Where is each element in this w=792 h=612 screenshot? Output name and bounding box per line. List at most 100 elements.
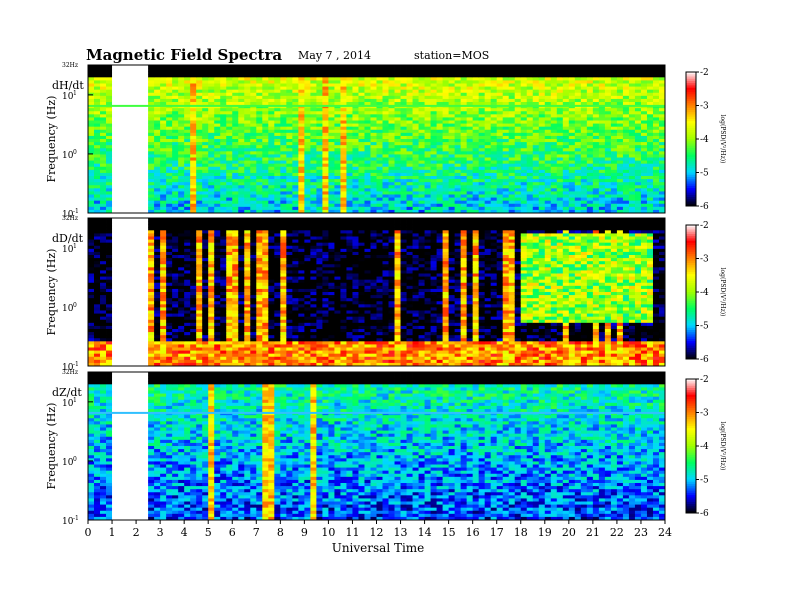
colorbar-cell xyxy=(686,466,696,469)
colorbar-cell xyxy=(686,161,696,165)
colorbar-cell xyxy=(686,347,696,351)
colorbar-cell xyxy=(686,118,696,122)
colorbar-cell xyxy=(686,475,696,478)
colorbar-tick-label: -3 xyxy=(700,255,709,265)
colorbar-cell xyxy=(686,274,696,277)
colorbar-cell xyxy=(686,457,696,460)
colorbar-cell xyxy=(686,190,696,194)
colorbar-cell xyxy=(686,233,696,237)
x-tick-label: 1 xyxy=(109,526,116,539)
y-tick-exponent: 1 xyxy=(73,397,77,404)
colorbar-cell xyxy=(686,321,696,324)
colorbar-cell xyxy=(686,174,696,178)
colorbar-cell xyxy=(686,143,696,147)
x-tick-label: 13 xyxy=(394,526,408,539)
colorbar-cell xyxy=(686,269,696,273)
colorbar-cell xyxy=(686,300,696,304)
colorbar-cell xyxy=(686,401,696,405)
x-tick-label: 5 xyxy=(205,526,212,539)
x-tick-label: 3 xyxy=(157,526,164,539)
colorbar-cell xyxy=(686,394,696,398)
colorbar-cell xyxy=(686,296,696,300)
colorbar-cell xyxy=(686,432,696,436)
colorbar-cell xyxy=(686,452,696,456)
x-tick-label: 11 xyxy=(345,526,359,539)
colorbar-cell xyxy=(686,497,696,501)
colorbar-cell xyxy=(686,127,696,131)
colorbar-1: -2 -3 -4 -5 -6 log(PSD(V²/Hz)) xyxy=(685,221,726,365)
panel-label: dZ/dt xyxy=(52,386,82,399)
panel-frame xyxy=(87,64,666,214)
colorbar-tick-label: -3 xyxy=(700,102,709,112)
x-tick-label: 15 xyxy=(442,526,456,539)
colorbar-cell xyxy=(686,416,696,420)
colorbar-cell xyxy=(686,492,696,496)
colorbar-cell xyxy=(686,439,696,443)
colorbar-cell xyxy=(686,292,696,295)
colorbar-cell xyxy=(686,443,696,447)
colorbar-label: log(PSD(V²/Hz)) xyxy=(719,115,726,164)
colorbar-cell xyxy=(686,168,696,171)
y-tick-exponent: -1 xyxy=(73,515,79,522)
colorbar-cell xyxy=(686,463,696,467)
top-frequency-label: 32Hz xyxy=(62,62,78,69)
colorbar-cell xyxy=(686,399,696,402)
colorbar-cell xyxy=(686,405,696,409)
colorbar-cell xyxy=(686,450,696,454)
colorbar-cell xyxy=(686,477,696,480)
colorbar-cell xyxy=(686,287,696,291)
panel-frame xyxy=(87,217,666,367)
colorbar-cell xyxy=(686,107,696,111)
colorbar-cell xyxy=(686,461,696,465)
colorbar-cell xyxy=(686,338,696,342)
colorbar-tick-label: -3 xyxy=(700,409,709,419)
colorbar-cell xyxy=(686,197,696,200)
colorbar-cell xyxy=(686,85,696,89)
colorbar-cell xyxy=(686,247,696,251)
y-tick-exponent: 1 xyxy=(73,90,77,97)
colorbar-cell xyxy=(686,504,696,507)
colorbar-cell xyxy=(686,78,696,82)
x-tick-label: 0 xyxy=(85,526,92,539)
colorbar-cell xyxy=(686,312,696,315)
colorbar-tick-label: -5 xyxy=(700,169,709,179)
colorbar-cell xyxy=(686,472,696,476)
y-axis-label: Frequency (Hz) xyxy=(45,403,58,490)
colorbar-cell xyxy=(686,139,696,142)
colorbar-cell xyxy=(686,412,696,416)
colorbar-cell xyxy=(686,258,696,262)
colorbar-cell xyxy=(686,267,696,271)
x-tick-label: 4 xyxy=(181,526,188,539)
y-tick-label: 10 xyxy=(62,517,74,527)
colorbar-cell xyxy=(686,121,696,124)
colorbar-cell xyxy=(686,203,696,207)
colorbar-cell xyxy=(686,334,696,338)
y-tick-label: 10 xyxy=(62,458,74,468)
colorbar-cell xyxy=(686,74,696,77)
colorbar-cell xyxy=(686,280,696,284)
colorbar-cell xyxy=(686,323,696,326)
colorbar-cell xyxy=(686,242,696,246)
colorbar-cell xyxy=(686,468,696,472)
colorbar-cell xyxy=(686,181,696,185)
colorbar-cell xyxy=(686,260,696,264)
y-tick-label: 10 xyxy=(62,399,74,409)
y-tick-exponent: 0 xyxy=(73,149,77,156)
colorbar-cell xyxy=(686,278,696,282)
colorbar-cell xyxy=(686,341,696,344)
colorbar-cell xyxy=(686,188,696,191)
colorbar-cell xyxy=(686,327,696,331)
colorbar-cell xyxy=(686,383,696,387)
top-frequency-label: 32Hz xyxy=(62,369,78,376)
y-tick-label: 10 xyxy=(62,363,74,373)
colorbar-cell xyxy=(686,354,696,358)
colorbar-cell xyxy=(686,316,696,320)
colorbar-cell xyxy=(686,87,696,91)
colorbar-cell xyxy=(686,98,696,102)
colorbar-tick-label: -4 xyxy=(700,135,709,145)
colorbar-cell xyxy=(686,381,696,384)
colorbar-cell xyxy=(686,262,696,266)
x-tick-label: 9 xyxy=(301,526,308,539)
